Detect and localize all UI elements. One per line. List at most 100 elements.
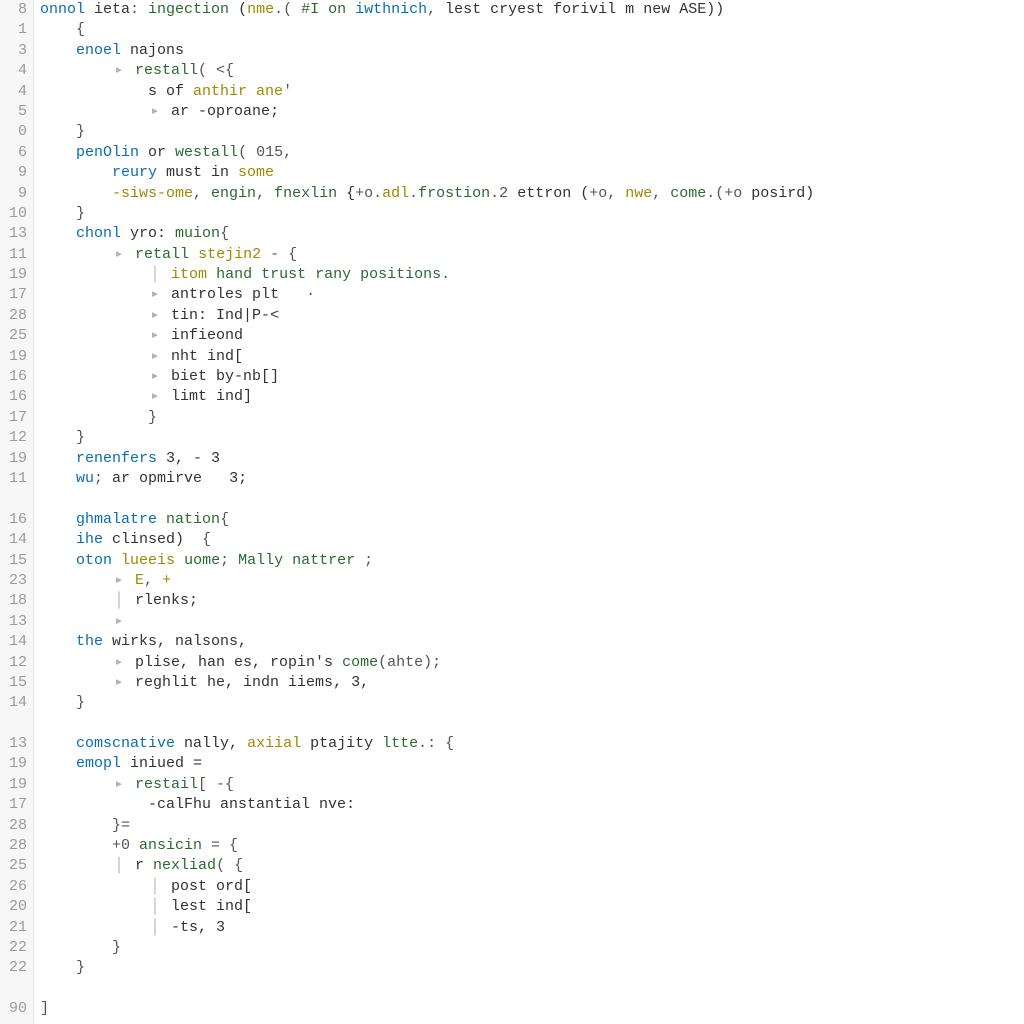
fold-marker-icon[interactable]: ▸ (112, 245, 126, 265)
fold-marker-icon[interactable]: ▸ (148, 387, 162, 407)
code-line[interactable]: ▸ antroles plt · (40, 285, 1024, 305)
code-line[interactable]: -siws-ome, engin, fnexlin {+o.adl.frosti… (40, 184, 1024, 204)
code-line[interactable] (40, 979, 1024, 999)
code-line[interactable]: ▸ retall stejin2 - { (40, 245, 1024, 265)
code-line[interactable]: } (40, 122, 1024, 142)
code-line[interactable]: wu; ar opmirve 3; (40, 469, 1024, 489)
indent-guide-icon: │ (148, 265, 162, 285)
fold-marker-icon[interactable]: ▸ (112, 673, 126, 693)
code-line[interactable] (40, 489, 1024, 509)
line-number: 12 (0, 428, 27, 448)
line-number: 6 (0, 143, 27, 163)
code-line[interactable]: ▸ restail[ -{ (40, 775, 1024, 795)
code-line[interactable]: +0 ansicin = { (40, 836, 1024, 856)
token-kw: renenfers (76, 450, 157, 467)
code-line[interactable]: comscnative nally, axiial ptajity ltte.:… (40, 734, 1024, 754)
line-number: 14 (0, 693, 27, 713)
fold-marker-icon[interactable]: ▸ (112, 61, 126, 81)
indent-guide-icon: │ (148, 897, 162, 917)
fold-marker-icon[interactable]: ▸ (112, 571, 126, 591)
token-kw: comscnative (76, 735, 175, 752)
fold-marker-icon[interactable]: ▸ (112, 775, 126, 795)
line-number: 19 (0, 754, 27, 774)
token-pl: posird) (751, 185, 814, 202)
fold-marker-icon[interactable]: ▸ (148, 347, 162, 367)
code-line[interactable]: │ r nexliad( { (40, 856, 1024, 876)
code-line[interactable]: enoel najons (40, 41, 1024, 61)
code-line[interactable]: -calFhu anstantial nve: (40, 795, 1024, 815)
code-line[interactable]: ihe clinsed) { (40, 530, 1024, 550)
code-line[interactable]: │ rlenks; (40, 591, 1024, 611)
token-punc: : (130, 1, 148, 18)
code-line[interactable] (40, 714, 1024, 734)
line-number: 19 (0, 449, 27, 469)
code-area[interactable]: onnol ieta: ingection (nme.( #I on iwthn… (34, 0, 1024, 1024)
code-line[interactable]: s of anthir ane' (40, 82, 1024, 102)
code-line[interactable]: ▸ infieond (40, 326, 1024, 346)
token-punc: } (148, 409, 157, 426)
code-line[interactable]: ▸ restall( <{ (40, 61, 1024, 81)
code-editor[interactable]: 8134450699101311191728251916161712191116… (0, 0, 1024, 1024)
code-line[interactable]: the wirks, nalsons, (40, 632, 1024, 652)
code-line[interactable]: ▸ E, + (40, 571, 1024, 591)
code-line[interactable]: } (40, 693, 1024, 713)
code-line[interactable]: ghmalatre nation{ (40, 510, 1024, 530)
code-line[interactable]: ▸ limt ind] (40, 387, 1024, 407)
token-pl: plise, han es, ropin's (135, 654, 342, 671)
code-line[interactable]: onnol ieta: ingection (nme.( #I on iwthn… (40, 0, 1024, 20)
line-number: 17 (0, 408, 27, 428)
token-pl: s of (148, 83, 193, 100)
code-line[interactable]: renenfers 3, - 3 (40, 449, 1024, 469)
code-line[interactable]: penOlin or westall( 015, (40, 143, 1024, 163)
code-line[interactable]: } (40, 408, 1024, 428)
code-line[interactable]: reury must in some (40, 163, 1024, 183)
token-fn: come (670, 185, 706, 202)
code-line[interactable]: emopl iniued = (40, 754, 1024, 774)
fold-marker-icon[interactable]: ▸ (112, 612, 126, 632)
token-punc: , (427, 1, 445, 18)
code-line[interactable]: { (40, 20, 1024, 40)
code-line[interactable]: ▸ reghlit he, indn iiems, 3, (40, 673, 1024, 693)
code-line[interactable]: ▸ (40, 612, 1024, 632)
code-line[interactable]: │ post ord[ (40, 877, 1024, 897)
code-line[interactable]: ▸ nht ind[ (40, 347, 1024, 367)
token-pl: reghlit he, indn iiems, 3, (135, 674, 369, 691)
token-pl: ettron ( (517, 185, 589, 202)
code-line[interactable]: } (40, 428, 1024, 448)
fold-marker-icon[interactable]: ▸ (112, 653, 126, 673)
line-number: 16 (0, 367, 27, 387)
token-id: + (162, 572, 171, 589)
code-line[interactable]: oton lueeis uome; Mally nattrer ; (40, 551, 1024, 571)
fold-marker-icon[interactable]: ▸ (148, 326, 162, 346)
code-line[interactable]: chonl yro: muion{ (40, 224, 1024, 244)
code-line[interactable]: ] (40, 999, 1024, 1019)
code-line[interactable]: │ lest ind[ (40, 897, 1024, 917)
token-fn: ltte (382, 735, 418, 752)
code-line[interactable]: } (40, 958, 1024, 978)
code-line[interactable]: ▸ plise, han es, ropin's come(ahte); (40, 653, 1024, 673)
code-line[interactable]: } (40, 204, 1024, 224)
token-fn: ingection (148, 1, 229, 18)
code-line[interactable]: ▸ ar -oproane; (40, 102, 1024, 122)
code-line[interactable]: ▸ tin: Ind|P-< (40, 306, 1024, 326)
line-number: 10 (0, 204, 27, 224)
line-number: 19 (0, 347, 27, 367)
code-line[interactable]: │ -ts, 3 (40, 918, 1024, 938)
fold-marker-icon[interactable]: ▸ (148, 367, 162, 387)
token-punc: (ahte); (378, 654, 441, 671)
token-kw: wu (76, 470, 94, 487)
line-number: 19 (0, 265, 27, 285)
code-line[interactable]: }= (40, 816, 1024, 836)
token-punc: ; (355, 552, 373, 569)
line-number: 25 (0, 856, 27, 876)
indent-guide-icon: │ (148, 918, 162, 938)
token-pl: biet by-nb[] (171, 368, 279, 385)
token-fn: engin (211, 185, 256, 202)
code-line[interactable]: ▸ biet by-nb[] (40, 367, 1024, 387)
fold-marker-icon[interactable]: ▸ (148, 102, 162, 122)
fold-marker-icon[interactable]: ▸ (148, 306, 162, 326)
code-line[interactable]: } (40, 938, 1024, 958)
code-line[interactable]: │ itom hand trust rany positions. (40, 265, 1024, 285)
fold-marker-icon[interactable]: ▸ (148, 285, 162, 305)
line-number: 25 (0, 326, 27, 346)
